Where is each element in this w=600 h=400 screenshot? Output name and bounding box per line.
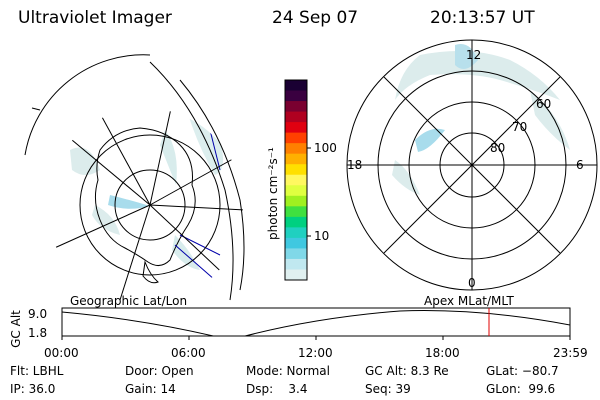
geographic-map [24, 54, 245, 304]
time-label: 20:13:57 UT [430, 8, 535, 28]
colorbar-swatch [285, 248, 307, 260]
mlt-label-12: 12 [466, 48, 482, 62]
info-mode: Mode: Normal [246, 364, 330, 378]
colorbar-frame [284, 79, 308, 281]
timeline-x-0600: 06:00 [171, 346, 206, 360]
info-gain: Gain: 14 [125, 382, 176, 396]
info-dsp: Dsp: 3.4 [246, 382, 308, 396]
colorbar-swatch [285, 111, 307, 123]
colorbar-swatch [285, 90, 307, 102]
colorbar-swatch [285, 258, 307, 270]
colorbar-swatch [285, 164, 307, 176]
colorbar-swatch [285, 101, 307, 113]
timeline-axis-label: GC Alt [9, 310, 23, 348]
timeline-y-max: 9.0 [28, 307, 48, 321]
colorbar-swatch [285, 153, 307, 165]
magnetic-polar-plot [346, 39, 598, 291]
mlat-label-70: 70 [512, 120, 528, 134]
colorbar-swatch [285, 174, 307, 186]
colorbar-swatch [285, 237, 307, 249]
timeline-x-0000: 00:00 [44, 346, 79, 360]
colorbar-swatch [285, 269, 307, 281]
timeline-y-min: 1.8 [28, 326, 48, 340]
colorbar [284, 79, 311, 281]
geographic-caption: Geographic Lat/Lon [70, 294, 188, 308]
mlt-label-0: 0 [468, 276, 476, 290]
info-seq: Seq: 39 [365, 382, 411, 396]
colorbar-swatch [285, 122, 307, 134]
colorbar-tick-10: 10 [314, 229, 330, 243]
magnetic-caption: Apex MLat/MLT [424, 294, 514, 308]
colorbar-swatch [285, 185, 307, 197]
mlt-label-18: 18 [347, 158, 363, 172]
info-filter: Flt: LBHL [10, 364, 64, 378]
colorbar-swatch [285, 143, 307, 155]
info-glon: GLon: 99.6 [486, 382, 556, 396]
info-glat: GLat: −80.7 [486, 364, 559, 378]
colorbar-swatch [285, 132, 307, 144]
mlt-label-6: 6 [576, 158, 584, 172]
colorbar-tick-100: 100 [314, 141, 337, 155]
info-ip: IP: 36.0 [10, 382, 56, 396]
colorbar-swatch [285, 227, 307, 239]
colorbar-swatch [285, 216, 307, 228]
colorbar-unit-label: photon cm⁻²s⁻¹ [266, 147, 280, 240]
mlat-label-60: 60 [536, 97, 552, 111]
instrument-title: Ultraviolet Imager [18, 8, 172, 28]
timeline-x-1800: 18:00 [425, 346, 460, 360]
altitude-timeline [61, 307, 571, 340]
info-door: Door: Open [125, 364, 194, 378]
date-label: 24 Sep 07 [272, 8, 359, 28]
timeline-x-2359: 23:59 [553, 346, 588, 360]
colorbar-swatch [285, 80, 307, 92]
mlat-label-80: 80 [490, 141, 506, 155]
colorbar-swatch [285, 195, 307, 207]
info-gc-alt: GC Alt: 8.3 Re [365, 364, 449, 378]
colorbar-swatch [285, 206, 307, 218]
timeline-x-1200: 12:00 [298, 346, 333, 360]
